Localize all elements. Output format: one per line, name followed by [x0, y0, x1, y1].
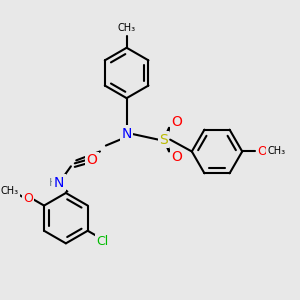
Text: CH₃: CH₃ [118, 23, 136, 34]
Text: H: H [49, 178, 57, 188]
Text: S: S [159, 133, 168, 147]
Text: O: O [23, 191, 33, 205]
Text: O: O [171, 150, 182, 164]
Text: Cl: Cl [96, 235, 108, 248]
Text: N: N [122, 127, 132, 141]
Text: O: O [171, 116, 182, 129]
Text: CH₃: CH₃ [267, 146, 285, 157]
Text: CH₃: CH₃ [1, 186, 19, 196]
Text: O: O [86, 153, 98, 167]
Text: N: N [54, 176, 64, 190]
Text: O: O [257, 145, 267, 158]
